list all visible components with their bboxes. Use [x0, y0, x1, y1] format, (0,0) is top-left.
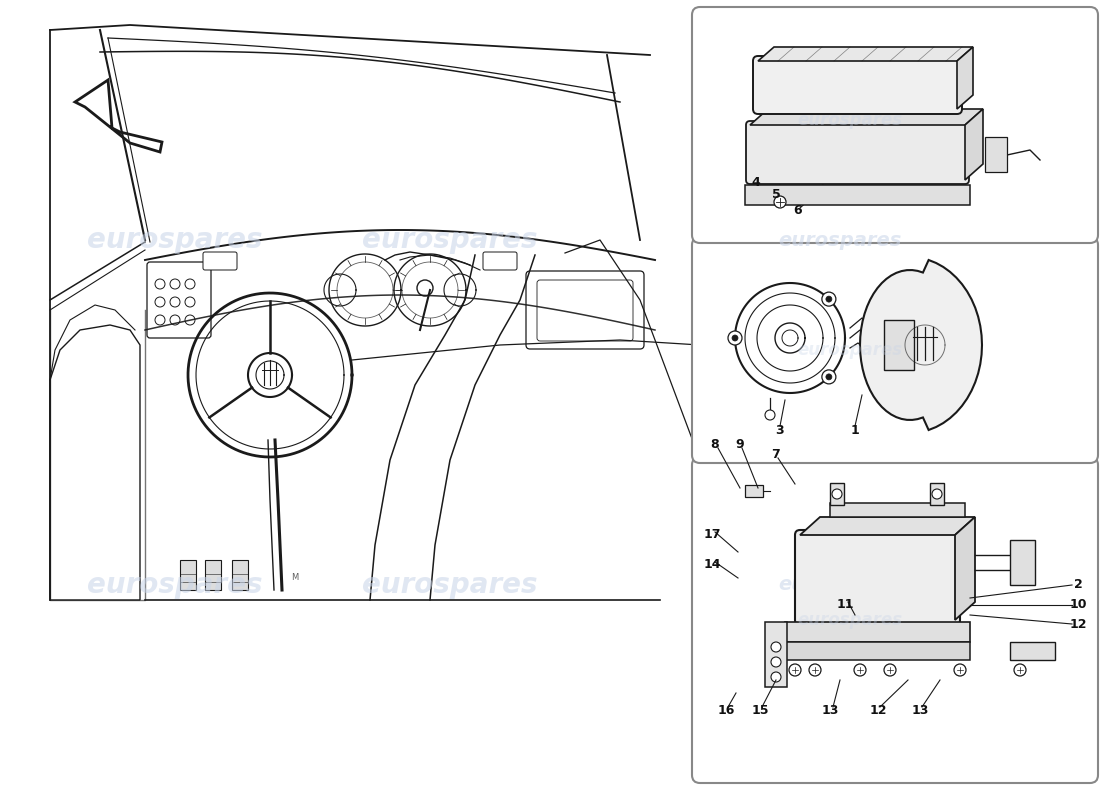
Circle shape: [789, 664, 801, 676]
Text: eurospares: eurospares: [362, 226, 538, 254]
Circle shape: [774, 196, 786, 208]
FancyBboxPatch shape: [483, 252, 517, 270]
FancyBboxPatch shape: [795, 530, 960, 625]
Circle shape: [732, 335, 738, 341]
Circle shape: [417, 280, 433, 296]
Bar: [205, 560, 221, 590]
Bar: [745, 485, 763, 497]
Text: 1: 1: [850, 423, 859, 437]
FancyBboxPatch shape: [526, 271, 644, 349]
Text: eurospares: eurospares: [798, 611, 903, 629]
Text: 12: 12: [1069, 618, 1087, 631]
Text: 9: 9: [736, 438, 745, 451]
Circle shape: [884, 664, 896, 676]
Text: 17: 17: [703, 529, 720, 542]
FancyBboxPatch shape: [754, 56, 962, 114]
Circle shape: [854, 664, 866, 676]
Polygon shape: [50, 325, 140, 600]
Circle shape: [771, 657, 781, 667]
FancyBboxPatch shape: [746, 121, 969, 184]
Bar: [745, 185, 970, 205]
FancyBboxPatch shape: [692, 457, 1098, 783]
Text: 13: 13: [911, 703, 928, 717]
Bar: [930, 483, 944, 505]
Circle shape: [170, 279, 180, 289]
Circle shape: [822, 292, 836, 306]
FancyBboxPatch shape: [204, 252, 236, 270]
Text: 4: 4: [751, 175, 760, 189]
Bar: [785, 642, 970, 660]
Text: 13: 13: [822, 703, 838, 717]
Circle shape: [185, 297, 195, 307]
Circle shape: [771, 672, 781, 682]
Circle shape: [822, 370, 836, 384]
Circle shape: [170, 315, 180, 325]
Text: M: M: [292, 574, 298, 582]
Text: eurospares: eurospares: [779, 575, 902, 594]
Polygon shape: [800, 517, 975, 535]
Polygon shape: [750, 109, 983, 125]
Text: eurospares: eurospares: [87, 571, 263, 599]
FancyBboxPatch shape: [692, 7, 1098, 243]
Text: 15: 15: [751, 703, 769, 717]
Polygon shape: [965, 109, 983, 180]
Text: 12: 12: [869, 703, 887, 717]
Bar: [868, 340, 884, 356]
Polygon shape: [75, 80, 162, 152]
Circle shape: [185, 279, 195, 289]
Bar: [984, 137, 1006, 172]
Text: eurospares: eurospares: [798, 341, 903, 359]
Bar: [830, 483, 844, 505]
Text: eurospares: eurospares: [87, 226, 263, 254]
Circle shape: [728, 331, 743, 345]
Bar: [232, 560, 248, 590]
Circle shape: [808, 664, 821, 676]
Circle shape: [954, 664, 966, 676]
Bar: [1010, 642, 1055, 660]
Bar: [884, 320, 914, 370]
Circle shape: [155, 315, 165, 325]
Polygon shape: [860, 260, 982, 430]
Circle shape: [170, 297, 180, 307]
Circle shape: [155, 297, 165, 307]
Bar: [785, 622, 970, 642]
Circle shape: [932, 489, 942, 499]
Bar: [1010, 540, 1035, 585]
Text: eurospares: eurospares: [798, 111, 903, 129]
Circle shape: [155, 279, 165, 289]
Text: 7: 7: [771, 449, 780, 462]
Circle shape: [185, 315, 195, 325]
Circle shape: [832, 489, 842, 499]
FancyBboxPatch shape: [692, 237, 1098, 463]
Text: eurospares: eurospares: [779, 230, 902, 250]
Bar: [180, 560, 196, 590]
Bar: [764, 622, 786, 687]
Circle shape: [826, 296, 832, 302]
Bar: [830, 503, 965, 517]
Text: 16: 16: [717, 703, 735, 717]
Text: 11: 11: [836, 598, 854, 611]
Circle shape: [1014, 664, 1026, 676]
FancyBboxPatch shape: [537, 280, 632, 341]
Polygon shape: [957, 47, 974, 109]
Text: 6: 6: [794, 203, 802, 217]
FancyBboxPatch shape: [147, 262, 211, 338]
Polygon shape: [758, 47, 974, 61]
Text: 3: 3: [776, 423, 784, 437]
Text: eurospares: eurospares: [362, 571, 538, 599]
Text: 5: 5: [771, 189, 780, 202]
Bar: [868, 320, 884, 336]
Polygon shape: [955, 517, 975, 620]
Text: 8: 8: [711, 438, 719, 451]
Text: 2: 2: [1074, 578, 1082, 591]
Text: 10: 10: [1069, 598, 1087, 611]
Text: 14: 14: [703, 558, 720, 571]
Circle shape: [771, 642, 781, 652]
Circle shape: [764, 410, 776, 420]
Circle shape: [826, 374, 832, 380]
